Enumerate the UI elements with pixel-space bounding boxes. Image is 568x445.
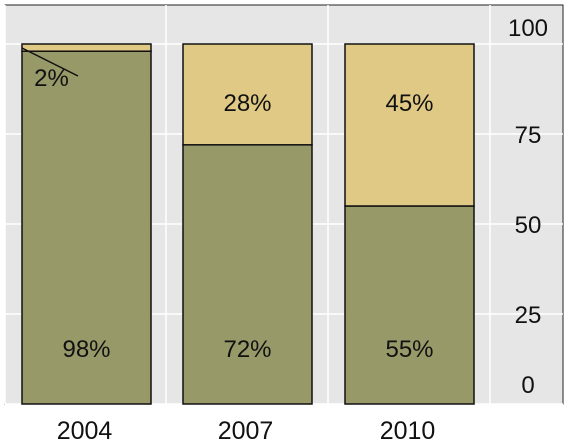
bar-segment-2010-0 [344, 205, 475, 405]
y-tick-label: 25 [515, 302, 542, 329]
leader-line-2004 [21, 47, 79, 77]
x-category-label: 2004 [57, 417, 113, 445]
data-label-2010-bottom: 55% [385, 336, 433, 363]
data-label-2010-top: 45% [385, 90, 433, 117]
bar-segment-2010-1 [344, 43, 475, 207]
y-tick-label: 100 [508, 15, 548, 42]
y-axis-tick-labels: 0 25 50 75 100 [508, 15, 548, 399]
bar-segment-2004-0 [21, 50, 152, 405]
data-label-2004-bottom: 98% [62, 336, 110, 363]
y-tick-label: 0 [521, 372, 534, 399]
x-axis-category-labels: 2004 2007 2010 [57, 417, 436, 445]
x-category-label: 2010 [380, 417, 436, 445]
data-label-2007-bottom: 72% [223, 336, 271, 363]
bars [21, 43, 475, 405]
bar-segment-2007-0 [182, 144, 313, 405]
y-tick-label: 75 [515, 122, 542, 149]
y-tick-label: 50 [515, 212, 542, 239]
data-labels: 98% 2% 72% 28% 55% 45% [21, 47, 434, 363]
data-label-2004-top: 2% [34, 65, 69, 92]
data-label-2007-top: 28% [223, 90, 271, 117]
x-category-label: 2007 [218, 417, 274, 445]
bar-segment-2007-1 [182, 43, 313, 146]
bar-segment-2004-1 [21, 43, 152, 52]
